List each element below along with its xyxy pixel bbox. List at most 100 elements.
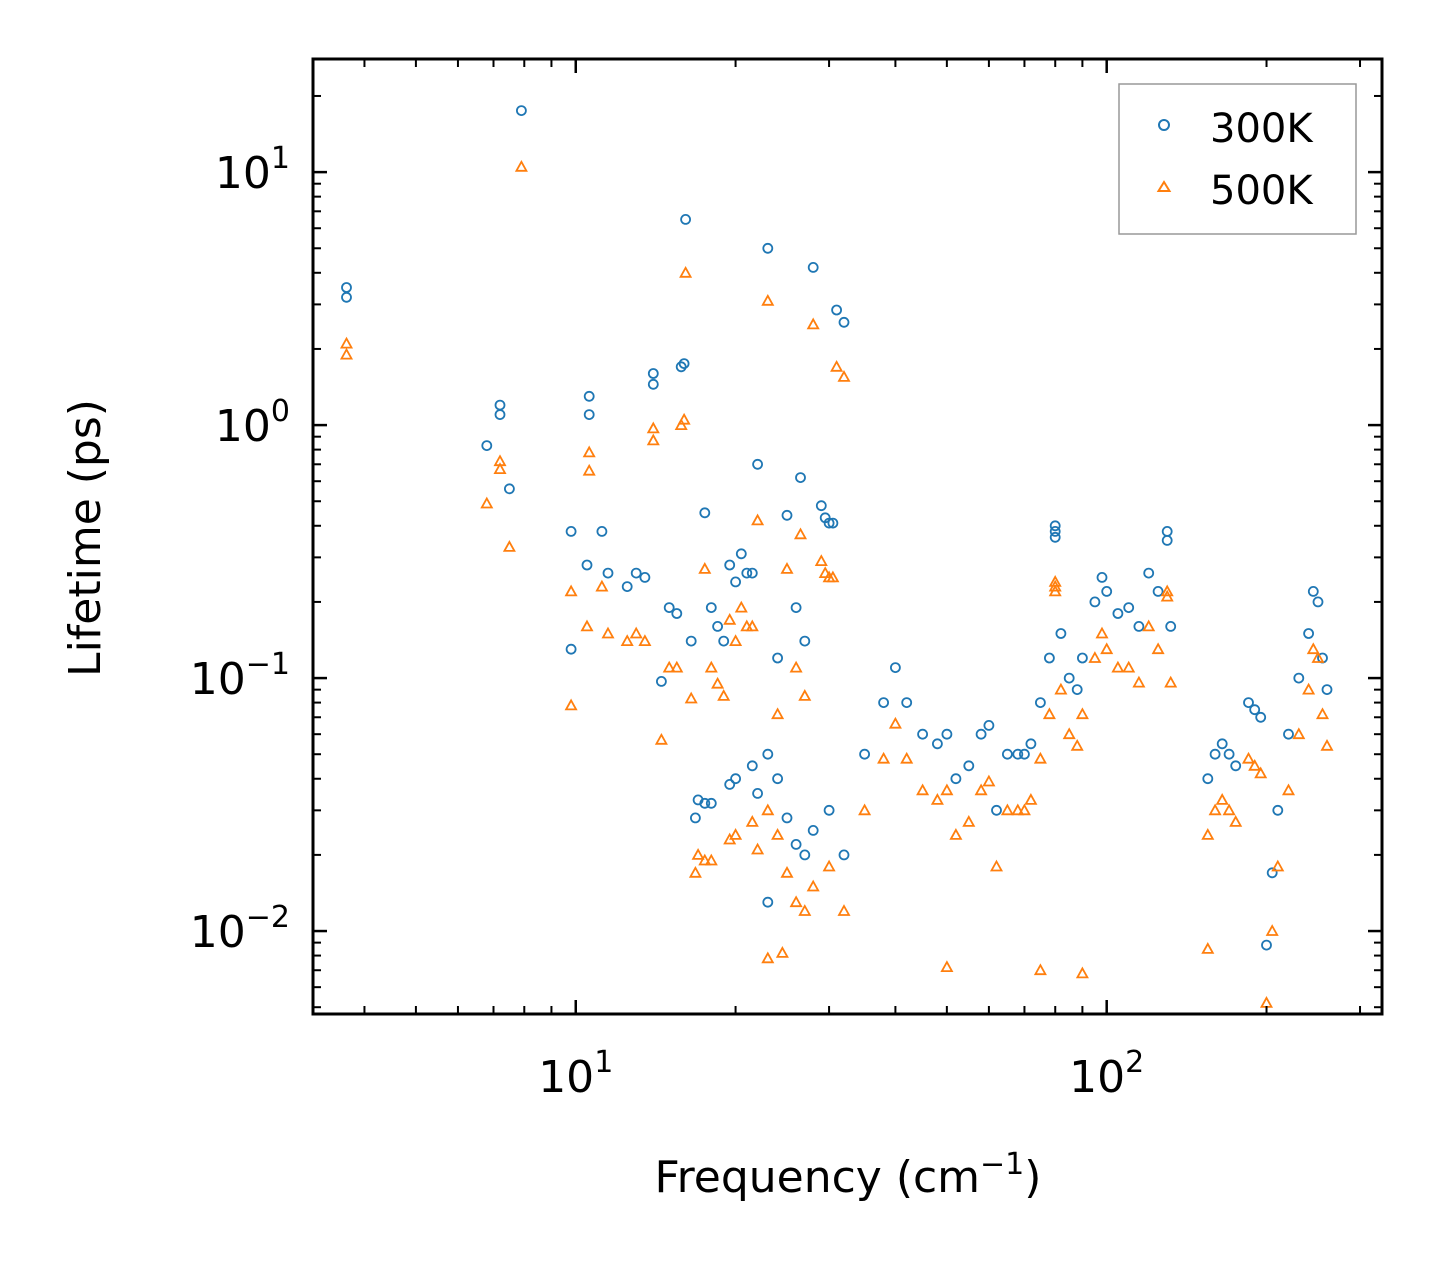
point-500k: [601, 626, 615, 639]
point-300k: [815, 500, 827, 512]
point-300k: [583, 390, 595, 402]
point-500k: [717, 689, 731, 701]
point-300k: [718, 635, 730, 647]
point-500k: [940, 783, 954, 796]
point-500k: [564, 698, 578, 711]
point-500k: [1320, 738, 1334, 751]
point-300k: [565, 643, 577, 655]
point-300k: [746, 567, 758, 579]
point-300k: [917, 728, 928, 740]
point-300k: [807, 261, 819, 273]
point-300k: [341, 291, 352, 303]
point-300k: [790, 602, 802, 613]
point-300k: [1209, 748, 1221, 760]
point-500k: [806, 317, 820, 330]
point-300k: [663, 602, 675, 613]
point-300k: [1025, 738, 1037, 750]
point-300k: [1272, 804, 1284, 816]
point-500k: [1132, 675, 1146, 688]
point-300k: [741, 567, 753, 579]
point-500k: [1048, 584, 1062, 597]
point-500k: [818, 566, 832, 578]
point-300k: [1044, 652, 1055, 664]
point-300k: [675, 361, 687, 373]
point-500k: [723, 832, 737, 845]
point-500k: [1088, 651, 1102, 663]
point-300k: [1255, 711, 1267, 723]
point-500k: [1017, 803, 1031, 816]
point-300k: [1143, 567, 1155, 579]
point-500k: [745, 619, 759, 632]
point-300k: [724, 779, 736, 790]
point-500k: [698, 853, 712, 866]
point-500k: [1024, 793, 1038, 805]
point-300k: [1321, 684, 1333, 695]
point-500k: [1042, 707, 1056, 720]
point-500k: [1164, 675, 1178, 688]
point-300k: [630, 567, 642, 579]
point-300k: [752, 788, 763, 799]
point-500k: [1208, 803, 1222, 816]
point-500k: [1254, 766, 1268, 779]
point-300k: [772, 652, 783, 664]
point-300k: [932, 738, 943, 750]
point-300k: [1071, 684, 1083, 695]
point-500k: [837, 370, 851, 382]
point-300k: [730, 576, 741, 588]
point-500k: [1100, 642, 1114, 655]
point-500k: [837, 904, 851, 916]
point-500k: [654, 732, 668, 745]
point-500k: [761, 293, 775, 306]
point-500k: [704, 853, 718, 866]
point-300k: [762, 896, 774, 908]
point-300k: [1055, 628, 1067, 639]
point-300k: [730, 773, 741, 785]
point-500k: [751, 842, 765, 855]
y-tick-label: 100: [215, 394, 290, 452]
point-500k: [339, 347, 354, 360]
point-300k: [705, 602, 717, 613]
point-500k: [1248, 758, 1262, 771]
point-300k: [1101, 586, 1113, 597]
point-300k: [838, 849, 850, 861]
point-500k: [514, 159, 528, 172]
point-500k: [670, 660, 684, 673]
point-300k: [901, 697, 913, 708]
point-500k: [771, 828, 785, 840]
point-300k: [1035, 697, 1046, 708]
point-300k: [1243, 697, 1254, 708]
point-300k: [647, 378, 659, 390]
point-300k: [1283, 728, 1294, 740]
point-500k: [1271, 859, 1285, 872]
point-500k: [1062, 727, 1076, 740]
point-300k: [699, 507, 711, 519]
point-300k: [639, 572, 651, 583]
point-300k: [781, 812, 793, 824]
point-500k: [1160, 589, 1174, 602]
point-500k: [729, 828, 743, 840]
point-500k: [900, 751, 914, 764]
point-300k: [823, 804, 835, 816]
point-300k: [1112, 608, 1124, 619]
point-300k: [1019, 748, 1030, 760]
data-points-layer: [339, 105, 1334, 1008]
point-500k: [1265, 924, 1279, 936]
point-500k: [789, 895, 803, 908]
point-300k: [823, 517, 835, 529]
point-500k: [684, 691, 698, 704]
legend: 300K 500K: [1118, 83, 1357, 235]
point-500k: [798, 689, 812, 701]
point-300k: [1303, 628, 1314, 639]
point-300k: [503, 483, 515, 495]
point-500k: [1033, 963, 1047, 976]
point-500k: [339, 336, 354, 349]
point-500k: [582, 445, 596, 458]
point-500k: [989, 859, 1004, 872]
point-500k: [751, 513, 765, 526]
point-500k: [1011, 803, 1025, 816]
point-500k: [858, 803, 872, 816]
point-300k: [1063, 672, 1075, 684]
point-300k: [762, 748, 774, 760]
point-300k: [807, 825, 819, 836]
